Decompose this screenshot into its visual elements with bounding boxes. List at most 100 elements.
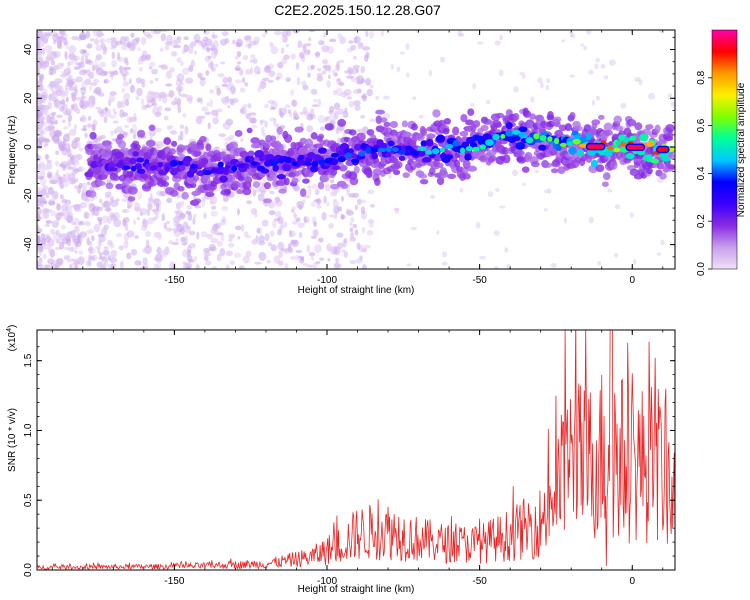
spectrogram-cell [398,149,406,155]
spectrogram-cell [67,61,71,70]
spectrogram-cell [121,198,129,202]
spectrogram-cell [103,246,109,251]
spectrogram-cell [47,31,52,37]
spectrogram-cell [442,127,450,135]
spectrogram-cell [310,201,316,208]
spectrogram-cell [136,157,145,163]
spectrogram-cell [63,37,68,46]
spectrogram-cell [176,195,181,199]
spectrogram-cell [307,72,311,78]
spectrogram-cell [436,230,440,235]
spectrogram-cell [583,45,588,51]
spectrogram-cell [56,62,64,70]
spectrogram-cell [267,242,272,247]
spectrogram-cell [124,99,130,107]
spectrogram-cell [138,56,146,62]
spectrogram-cell [278,250,283,258]
x-tick-label: -50 [472,576,487,587]
spectrogram-cell [209,89,215,94]
spectrogram-cell [304,43,312,47]
spectrogram-cell [421,127,428,137]
spectrogram-cell [220,97,228,103]
spectrogram-cell [333,246,341,256]
spectrogram-cell [522,182,526,186]
spectrogram-cell [40,104,44,110]
spectrogram-cell [228,81,234,86]
spectrogram-cell [153,30,162,34]
spectrogram-cell [591,99,596,106]
spectrogram-cell [188,259,195,263]
spectrogram-cell [37,202,42,207]
spectrogram-cell [202,170,212,176]
spectrogram-cell [45,138,51,143]
spectrogram-cell [227,76,233,83]
spectrogram-cell [346,75,354,79]
spectrogram-cell [158,234,162,241]
spectrogram-cell [68,166,74,170]
spectrogram-cell [590,159,598,168]
spectrogram-cell [37,244,42,250]
spectrogram-cell [45,235,52,243]
spectrogram-cell [310,88,318,95]
spectrogram-cell [514,135,521,141]
spectrogram-cell [51,111,57,116]
spectrogram-cell [172,227,178,234]
spectrogram-cell [122,73,127,82]
colorbar-tick-label: 0.0 [696,262,707,276]
spectrogram-cell [457,30,463,37]
spectrogram-cell [164,166,170,173]
spectrogram-cell [308,37,312,42]
spectrogram-cell [45,115,52,124]
spectrogram-cell [467,108,475,116]
spectrogram-cell [315,51,321,59]
spectrogram-cell [326,46,335,54]
spectrogram-cell [90,254,98,262]
spectrogram-cell [280,221,284,230]
spectrogram-cell [261,219,269,227]
spectrogram-cell [114,151,124,159]
spectrogram-cell [290,256,295,260]
spectrogram-cell [123,157,132,166]
spectrogram-cell [317,67,322,72]
spectrogram-cell [168,90,175,98]
spectrogram-cell [317,114,325,124]
spectrogram-cell [44,108,49,117]
spectrogram-cell [159,30,168,33]
spectrogram-cell [656,161,664,170]
spectrogram-cell [187,44,194,54]
spectrogram-cell [196,231,200,240]
spectrogram-cell [391,147,399,152]
spectrogram-cell [80,95,88,100]
spectrogram-cell [113,111,118,115]
spectrogram-cell [171,100,176,106]
spectrogram-cell [177,105,182,114]
spectrogram-cell [302,84,309,91]
spectrogram-cell [235,38,243,48]
spectrogram-cell [250,161,258,166]
spectrogram-cell [74,177,79,183]
spectrogram-cell [211,49,217,59]
spectrogram-cell [48,199,56,206]
spectrogram-cell [410,226,417,231]
spectrogram-cell [194,205,202,209]
spectrogram-cell [165,83,173,87]
spectrogram-cell [561,39,566,43]
spectrogram-cell [110,37,117,41]
spectrogram-cell [132,130,137,140]
spectrogram-cell [282,163,292,172]
spectrogram-cell [207,61,214,69]
spectrogram-cell [337,156,346,163]
spectrogram-cell [62,119,66,124]
spectrogram-cell [369,84,374,89]
spectrogram-cell [119,260,124,269]
spectrogram-cell [104,142,112,152]
spectrogram-cell [234,252,242,259]
spectrogram-cell [318,159,325,166]
spectrogram-cell [94,37,100,45]
spectrogram-cell [84,171,94,178]
spectrogram-cell [40,119,44,124]
spectrogram-cell [67,114,73,122]
spectrogram-cell [629,135,637,141]
spectrogram-cell [44,264,52,269]
spectrogram-cell [608,59,616,66]
